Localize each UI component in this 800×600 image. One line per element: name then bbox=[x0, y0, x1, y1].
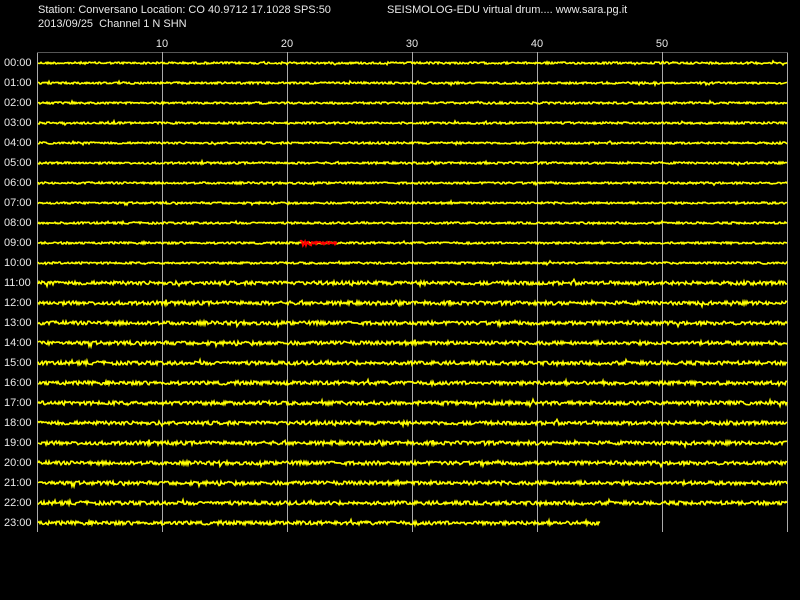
station-info: Station: Conversano Location: CO 40.9712… bbox=[38, 4, 331, 16]
seismic-trace bbox=[37, 458, 788, 469]
seismic-trace bbox=[37, 417, 788, 429]
seismic-trace bbox=[37, 517, 601, 528]
event-trace bbox=[299, 238, 338, 249]
seismic-trace bbox=[37, 318, 788, 329]
hour-label: 17:00 bbox=[4, 397, 32, 409]
hour-label: 06:00 bbox=[4, 177, 32, 189]
hour-label: 09:00 bbox=[4, 237, 32, 249]
seismic-trace bbox=[37, 277, 788, 289]
hour-label: 00:00 bbox=[4, 57, 32, 69]
hour-label: 23:00 bbox=[4, 517, 32, 529]
seismic-trace bbox=[37, 219, 788, 226]
minute-label: 20 bbox=[281, 38, 293, 50]
hour-label: 20:00 bbox=[4, 457, 32, 469]
hour-label: 08:00 bbox=[4, 217, 32, 229]
hour-label: 07:00 bbox=[4, 197, 32, 209]
seismic-trace bbox=[37, 199, 788, 207]
minute-label: 40 bbox=[531, 38, 543, 50]
hour-label: 22:00 bbox=[4, 497, 32, 509]
seismic-trace bbox=[37, 298, 788, 310]
seismic-trace bbox=[37, 180, 788, 187]
seismic-trace bbox=[37, 79, 788, 88]
hour-label: 12:00 bbox=[4, 297, 32, 309]
minute-label: 30 bbox=[406, 38, 418, 50]
seismic-trace bbox=[37, 139, 788, 147]
hour-label: 14:00 bbox=[4, 337, 32, 349]
hour-label: 10:00 bbox=[4, 257, 32, 269]
hour-label: 11:00 bbox=[4, 277, 31, 289]
minute-label: 50 bbox=[656, 38, 668, 50]
seismic-trace bbox=[37, 99, 788, 106]
hour-label: 01:00 bbox=[4, 77, 32, 89]
seismic-trace bbox=[37, 158, 788, 167]
seismic-trace bbox=[37, 338, 788, 350]
seismic-trace bbox=[37, 497, 788, 508]
seismic-trace bbox=[37, 397, 788, 410]
seismic-trace bbox=[37, 118, 788, 127]
hour-label: 19:00 bbox=[4, 437, 32, 449]
hour-label: 03:00 bbox=[4, 117, 32, 129]
seismic-trace bbox=[37, 259, 788, 267]
seismic-trace bbox=[37, 478, 788, 490]
hour-label: 16:00 bbox=[4, 377, 32, 389]
hour-label: 18:00 bbox=[4, 417, 32, 429]
minute-label: 10 bbox=[156, 38, 168, 50]
hour-label: 15:00 bbox=[4, 357, 32, 369]
hour-label: 13:00 bbox=[4, 317, 32, 329]
seismic-trace bbox=[37, 438, 788, 450]
hour-label: 04:00 bbox=[4, 137, 32, 149]
hour-label: 02:00 bbox=[4, 97, 32, 109]
seismic-trace bbox=[37, 239, 787, 246]
seismic-trace bbox=[38, 59, 788, 67]
date-channel: 2013/09/25 Channel 1 N SHN bbox=[38, 18, 187, 30]
hour-label: 21:00 bbox=[4, 477, 32, 489]
hour-label: 05:00 bbox=[4, 157, 32, 169]
program-info: SEISMOLOG-EDU virtual drum.... www.sara.… bbox=[387, 4, 627, 16]
seismic-trace bbox=[37, 377, 788, 388]
seismic-trace bbox=[37, 357, 788, 368]
